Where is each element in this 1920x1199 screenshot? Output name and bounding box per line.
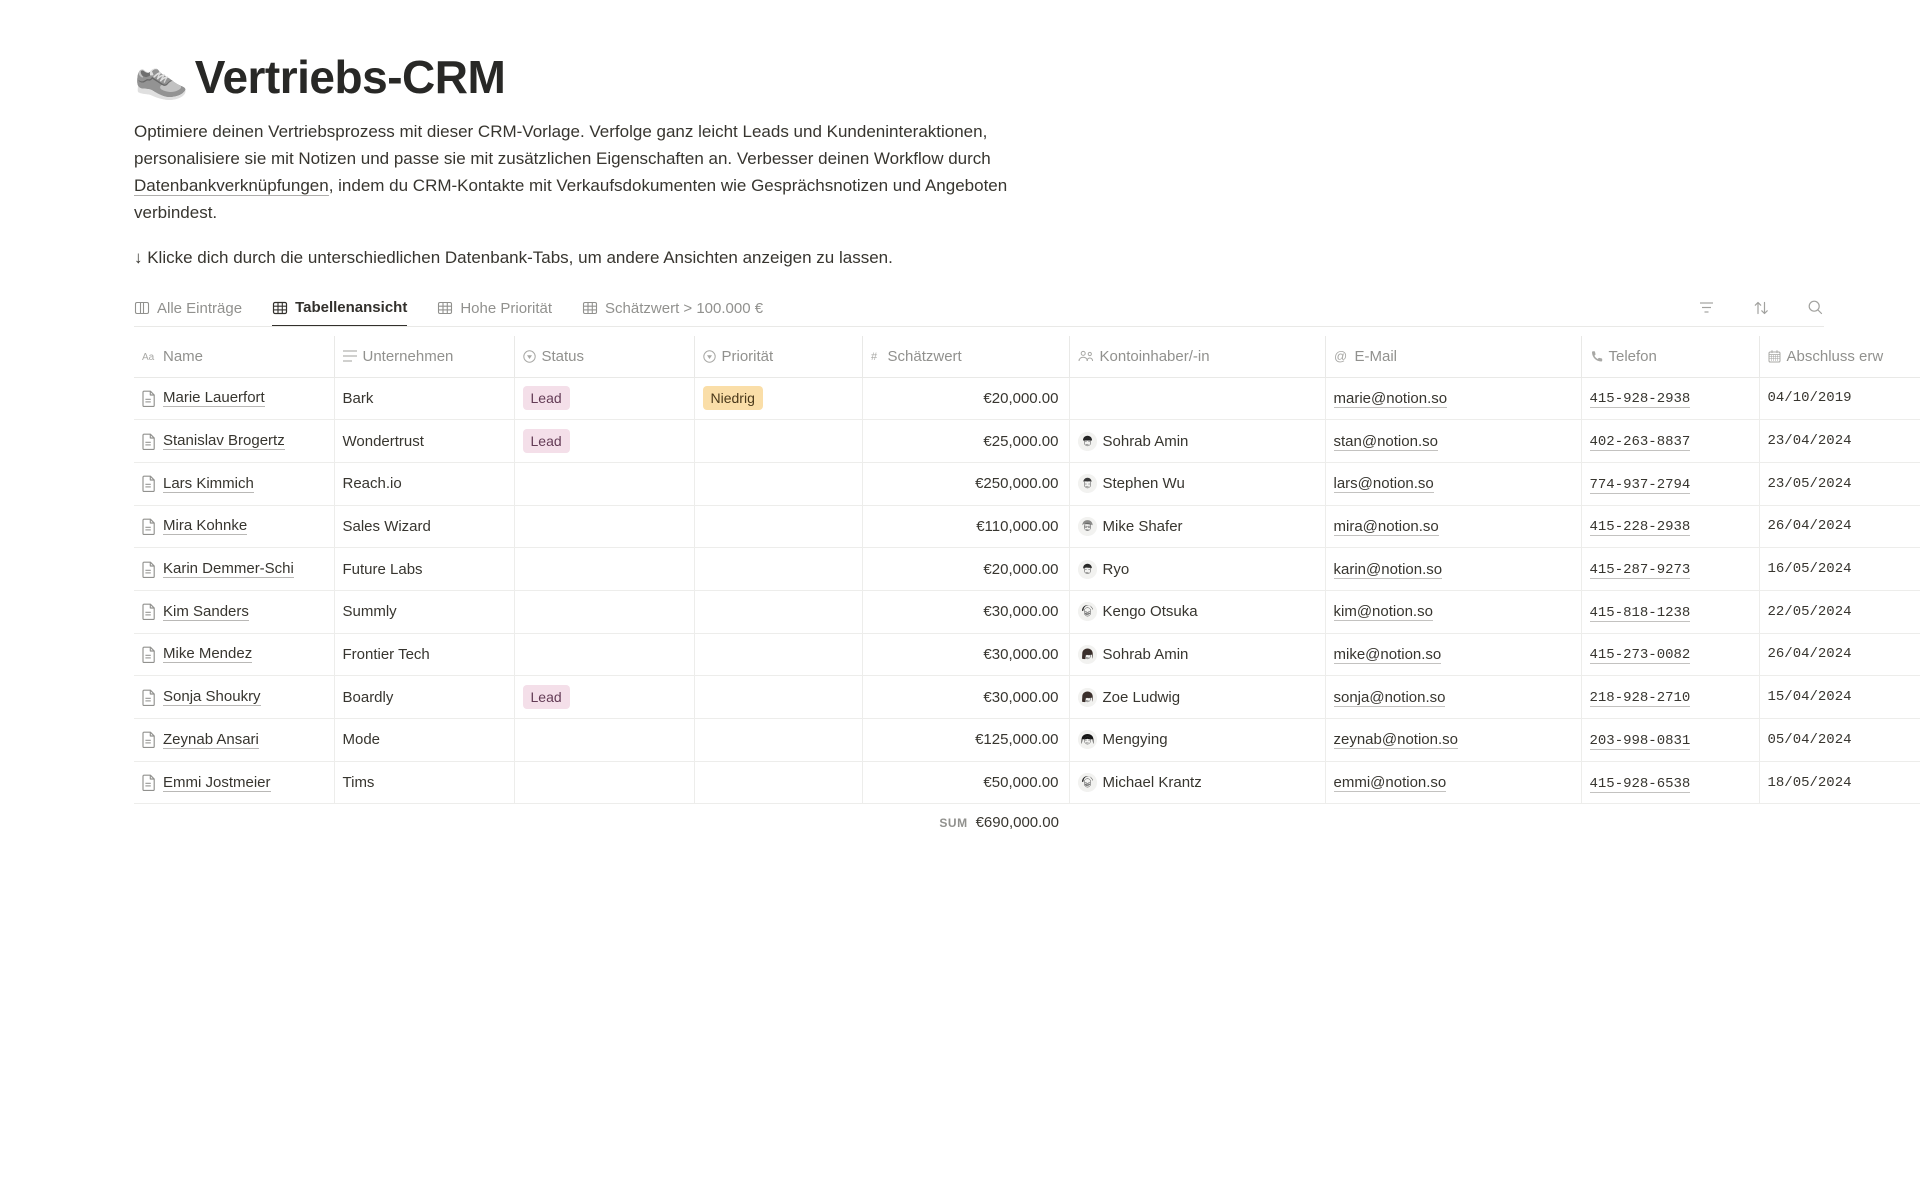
svg-text:#: # xyxy=(871,351,878,363)
svg-text:@: @ xyxy=(1334,349,1347,363)
svg-text:Aa: Aa xyxy=(142,352,155,362)
